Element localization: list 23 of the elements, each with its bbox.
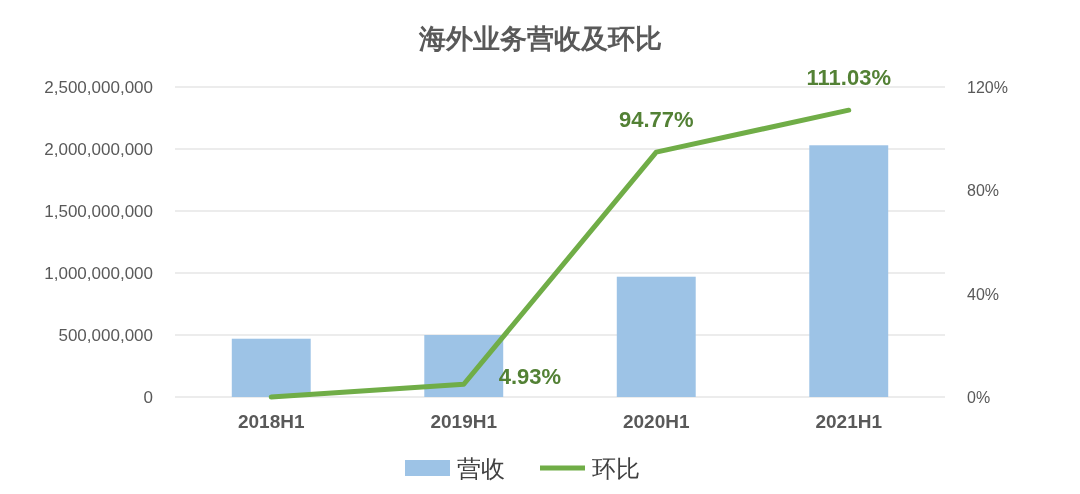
- x-tick-label: 2020H1: [622, 411, 690, 432]
- bar: [616, 276, 696, 397]
- y-tick-label: 2,500,000,000: [44, 78, 153, 97]
- chart-title: 海外业务营收及环比: [417, 24, 662, 54]
- x-tick-label: 2021H1: [815, 411, 883, 432]
- x-tick-label: 2019H1: [430, 411, 498, 432]
- y2-tick-label: 80%: [967, 182, 1000, 200]
- data-label: 111.03%: [806, 65, 891, 91]
- data-label: 4.93%: [498, 364, 562, 390]
- y2-tick-label: 40%: [967, 285, 1000, 303]
- y-tick-label: 0: [143, 388, 153, 407]
- y-tick-label: 1,000,000,000: [44, 264, 153, 283]
- y-tick-label: 500,000,000: [58, 326, 153, 345]
- legend-label: 环比: [592, 455, 640, 482]
- y-tick-label: 2,000,000,000: [44, 140, 153, 159]
- y-tick-label: 1,500,000,000: [44, 202, 153, 221]
- data-label: 94.77%: [618, 107, 694, 133]
- legend-label: 营收: [457, 455, 505, 482]
- x-tick-label: 2018H1: [237, 411, 305, 432]
- bar: [231, 338, 311, 397]
- bar: [809, 145, 889, 397]
- y2-tick-label: 120%: [967, 79, 1008, 96]
- y2-tick-label: 0%: [967, 389, 991, 406]
